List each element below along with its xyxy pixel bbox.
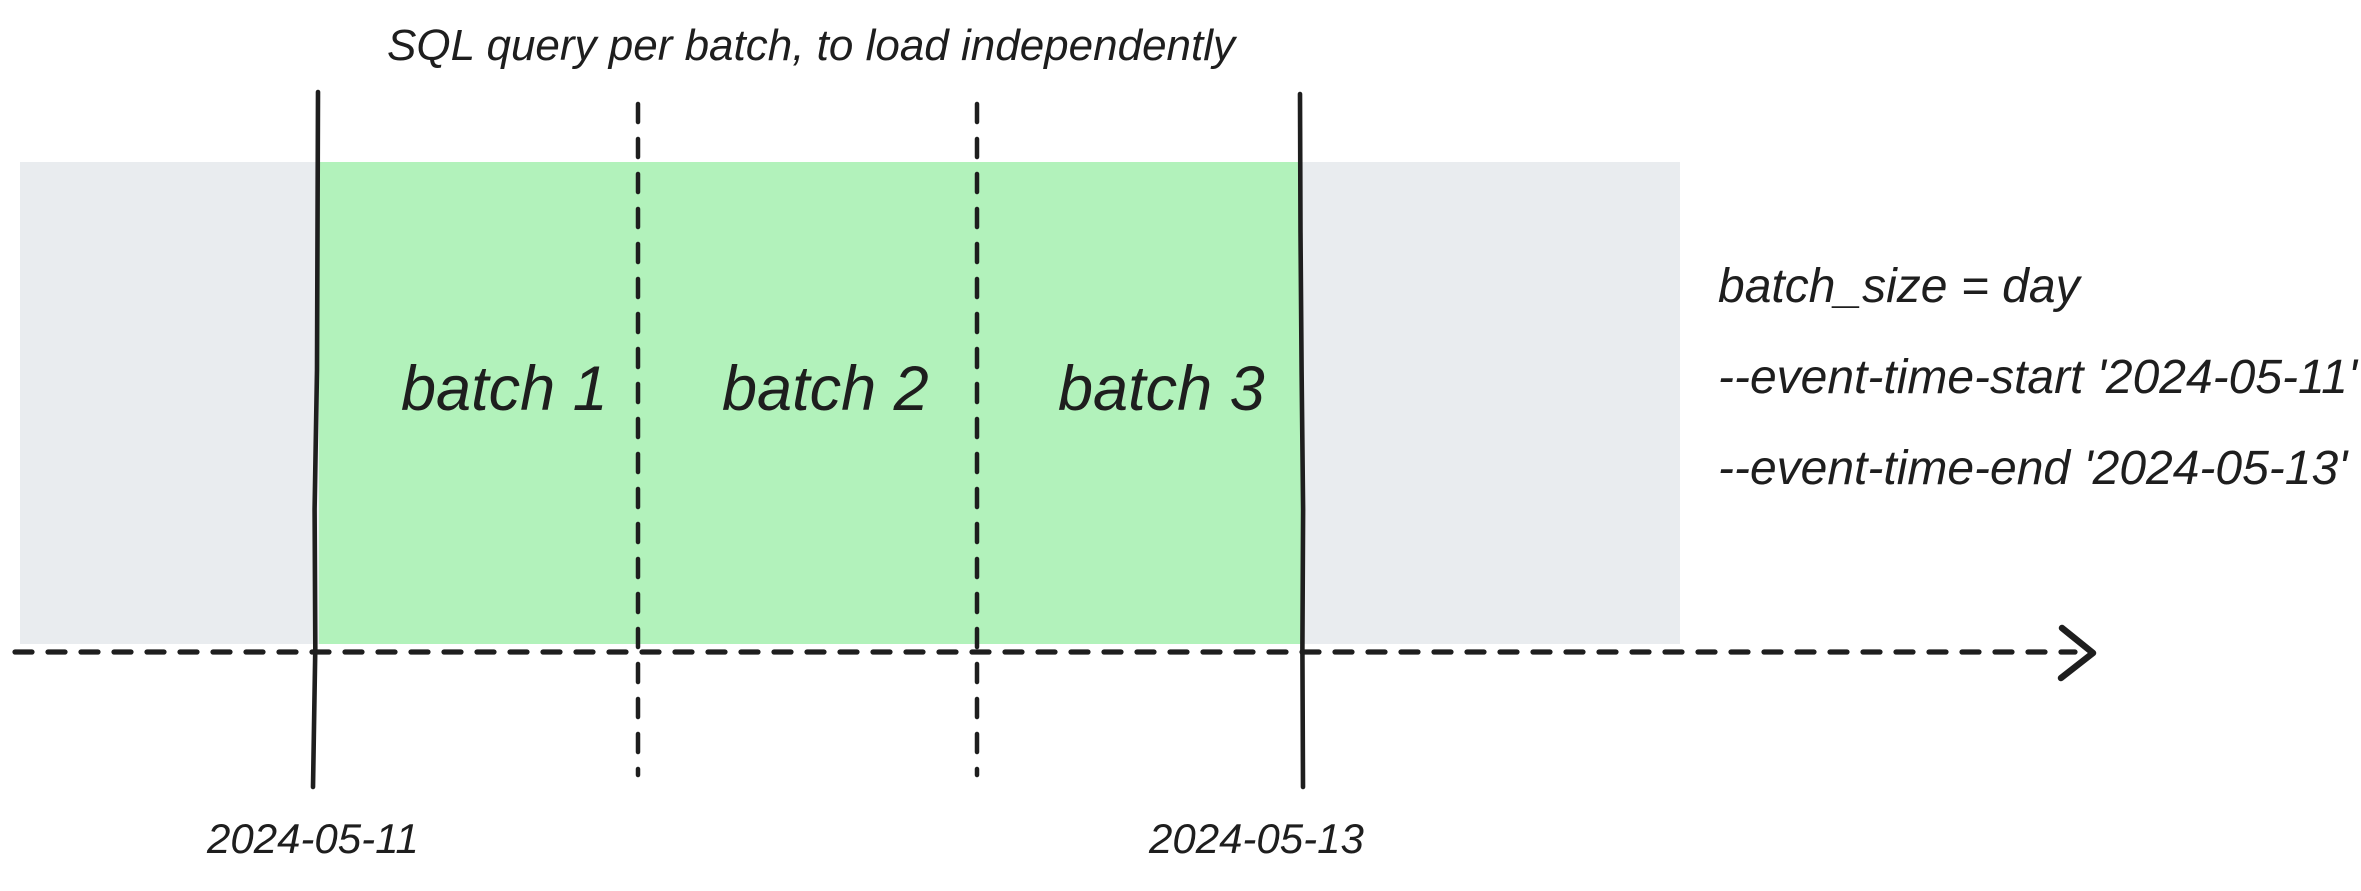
svg-text:SQL query per batch, to load i: SQL query per batch, to load independent… [387,21,1238,70]
svg-text:--event-time-start '2024-05-11: --event-time-start '2024-05-11' [1718,351,2359,404]
svg-text:2024-05-13: 2024-05-13 [1148,815,1364,862]
svg-text:batch_size = day: batch_size = day [1718,260,2083,313]
svg-text:batch 2: batch 2 [722,354,929,424]
svg-text:batch 1: batch 1 [401,354,608,424]
svg-text:batch 3: batch 3 [1058,354,1265,424]
svg-text:2024-05-11: 2024-05-11 [206,815,419,862]
svg-text:--event-time-end '2024-05-13': --event-time-end '2024-05-13' [1718,442,2349,495]
